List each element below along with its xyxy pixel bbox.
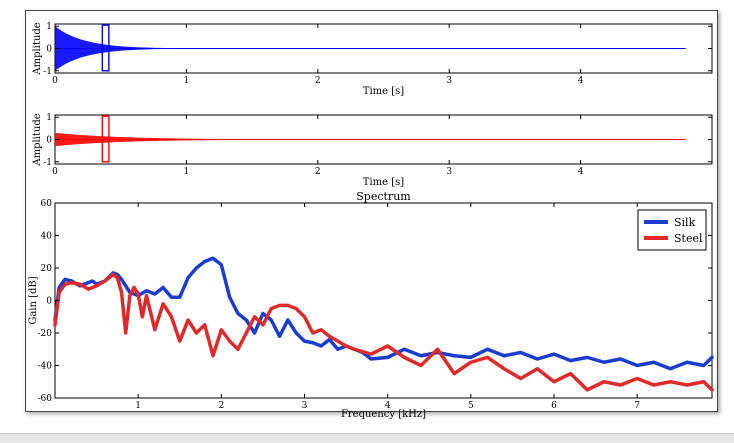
wave1-x-tick-label-1: 1 [184,167,190,177]
spec-y-tick-label-4: 20 [41,264,53,274]
spec-y-tick-label-0: -60 [38,394,53,404]
silk-spectrum-line [53,256,714,371]
wave0-y-tick-label-0: -1 [43,67,52,77]
wave1-y-tick-label-1: 0 [46,136,52,146]
steel-waveform-y-ticks: -1 0 1 [43,113,712,168]
spectrum-y-ticks: -60 -40 -20 0 20 40 60 [38,199,712,404]
legend-label-steel: Steel [674,232,703,245]
steel-waveform-x-axis-label: Time [s] [363,177,404,188]
wave0-x-tick-label-2: 2 [315,76,321,86]
steel-spectrum-line [53,272,714,392]
wave0-x-tick-label-0: 0 [52,76,58,86]
steel-analysis-window [101,115,110,163]
spectrum-title: Spectrum [356,190,411,203]
wave1-y-tick-label-0: -1 [43,158,52,168]
spec-x-tick-label-3: 4 [385,401,391,411]
window-bottom-bar [0,433,734,443]
spec-y-tick-label-5: 40 [41,232,53,242]
spectrum-plot-area [54,202,713,399]
wave1-x-tick-label-2: 2 [315,167,321,177]
steel-waveform-x-ticks: 0 1 2 3 4 [52,115,584,177]
wave1-x-tick-label-4: 4 [578,167,584,177]
spec-y-tick-label-6: 60 [41,199,53,209]
silk-waveform-x-axis-label: Time [s] [363,86,404,97]
wave0-x-tick-label-3: 3 [446,76,452,86]
spec-y-tick-label-3: 0 [46,297,52,307]
wave0-y-tick-label-1: 0 [46,45,52,55]
wave0-y-tick-label-2: 1 [46,22,52,32]
spectrum-x-ticks: 1 2 3 4 5 6 7 [135,203,640,411]
silk-waveform-y-ticks: -1 0 1 [43,22,712,77]
steel-waveform-y-axis-label: Amplitude [32,113,43,166]
silk-waveform-x-ticks: 0 1 2 3 4 [52,24,584,86]
spectrum-x-axis-label: Frequency [kHz] [341,409,426,420]
spectrum-panel: Spectrum 1 2 3 4 5 6 7 -60 -40 -20 0 20 40 60 Freque… [28,190,714,420]
legend-box [637,209,707,251]
spectrum-y-axis-label: Gain [dB] [28,276,39,324]
spec-y-tick-label-2: -20 [38,329,53,339]
silk-waveform-y-axis-label: Amplitude [32,22,43,75]
spec-x-tick-label-6: 7 [634,401,640,411]
wave0-x-tick-label-1: 1 [184,76,190,86]
spec-x-tick-label-2: 3 [302,401,308,411]
spec-y-tick-label-1: -40 [38,362,53,372]
spec-x-tick-label-5: 6 [551,401,557,411]
silk-analysis-window [101,24,110,72]
spec-x-tick-label-1: 2 [218,401,224,411]
wave1-x-tick-label-3: 3 [446,167,452,177]
spec-x-tick-label-0: 1 [135,401,141,411]
wave1-x-tick-label-0: 0 [52,167,58,177]
wave0-x-tick-label-4: 4 [578,76,584,86]
legend-label-silk: Silk [674,216,696,229]
spec-x-tick-label-4: 5 [468,401,474,411]
spectrum-legend: Silk Steel [637,209,707,251]
wave1-y-tick-label-2: 1 [46,113,52,123]
